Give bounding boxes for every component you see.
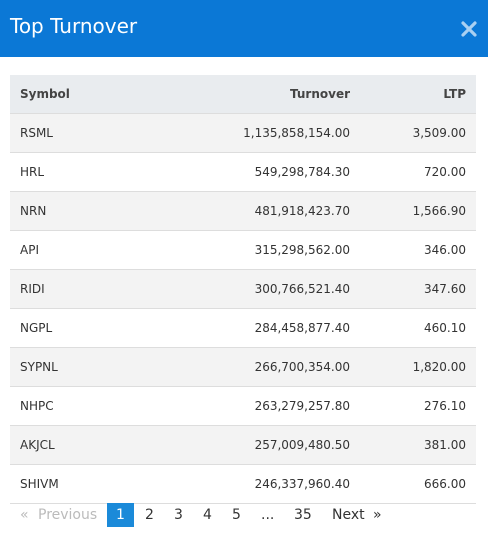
table-row: SHIVM 246,337,960.40 666.00 <box>10 464 476 504</box>
table-cell: 1,566.90 <box>360 191 476 231</box>
close-button[interactable] <box>461 21 477 37</box>
column-header: Symbol <box>10 75 150 114</box>
table-cell: 257,009,480.50 <box>150 425 360 465</box>
table-row: RIDI 300,766,521.40 347.60 <box>10 269 476 309</box>
table-cell: NRN <box>10 191 150 231</box>
table-row: RSML 1,135,858,154.00 3,509.00 <box>10 113 476 153</box>
table-cell: NGPL <box>10 308 150 348</box>
table-cell: AKJCL <box>10 425 150 465</box>
table-row: SYPNL 266,700,354.00 1,820.00 <box>10 347 476 387</box>
table-cell: 720.00 <box>360 152 476 192</box>
table-cell: 460.10 <box>360 308 476 348</box>
table-cell: SYPNL <box>10 347 150 387</box>
table-cell: 3,509.00 <box>360 113 476 153</box>
table-row: HRL 549,298,784.30 720.00 <box>10 152 476 192</box>
table-cell: 481,918,423.70 <box>150 191 360 231</box>
table-row: AKJCL 257,009,480.50 381.00 <box>10 425 476 465</box>
column-header: Turnover <box>150 75 360 114</box>
table-cell: 284,458,877.40 <box>150 308 360 348</box>
table-row: NHPC 263,279,257.80 276.10 <box>10 386 476 426</box>
column-header: LTP <box>360 75 476 114</box>
table-cell: 266,700,354.00 <box>150 347 360 387</box>
table-cell: SHIVM <box>10 464 150 504</box>
table-cell: 300,766,521.40 <box>150 269 360 309</box>
table-cell: 347.60 <box>360 269 476 309</box>
table-row: API 315,298,562.00 346.00 <box>10 230 476 270</box>
first-page: « <box>20 507 29 523</box>
page-link[interactable]: 5 <box>232 507 241 523</box>
table-cell: 346.00 <box>360 230 476 270</box>
table-cell: 263,279,257.80 <box>150 386 360 426</box>
page-link[interactable]: 1 <box>107 503 134 527</box>
modal-title: Top Turnover <box>10 14 138 38</box>
table-cell: RSML <box>10 113 150 153</box>
table-cell: NHPC <box>10 386 150 426</box>
table-cell: 1,135,858,154.00 <box>150 113 360 153</box>
page-link[interactable]: 3 <box>174 507 183 523</box>
header-row: Symbol Turnover LTP <box>10 75 476 114</box>
table-cell: 549,298,784.30 <box>150 152 360 192</box>
table-row: NGPL 284,458,877.40 460.10 <box>10 308 476 348</box>
last-page[interactable]: » <box>373 507 382 523</box>
previous-page: Previous <box>38 507 98 523</box>
turnover-table: Symbol Turnover LTP RSML 1,135,858,154.00 3,5… <box>10 75 476 504</box>
table-cell: HRL <box>10 152 150 192</box>
table-cell: 381.00 <box>360 425 476 465</box>
table-cell: 315,298,562.00 <box>150 230 360 270</box>
next-page[interactable]: Next <box>332 507 365 523</box>
table-cell: 666.00 <box>360 464 476 504</box>
table-cell: API <box>10 230 150 270</box>
modal-header: Top Turnover <box>0 0 488 57</box>
page-link[interactable]: 4 <box>203 507 212 523</box>
page-link[interactable]: 35 <box>294 507 312 523</box>
page-link[interactable]: 2 <box>145 507 154 523</box>
table-cell: 1,820.00 <box>360 347 476 387</box>
page-link[interactable]: ... <box>261 507 275 523</box>
table-cell: 276.10 <box>360 386 476 426</box>
table-row: NRN 481,918,423.70 1,566.90 <box>10 191 476 231</box>
table-cell: RIDI <box>10 269 150 309</box>
pagination: « Previous 1 2 3 4 5... 35 Next » <box>0 503 488 527</box>
table-cell: 246,337,960.40 <box>150 464 360 504</box>
